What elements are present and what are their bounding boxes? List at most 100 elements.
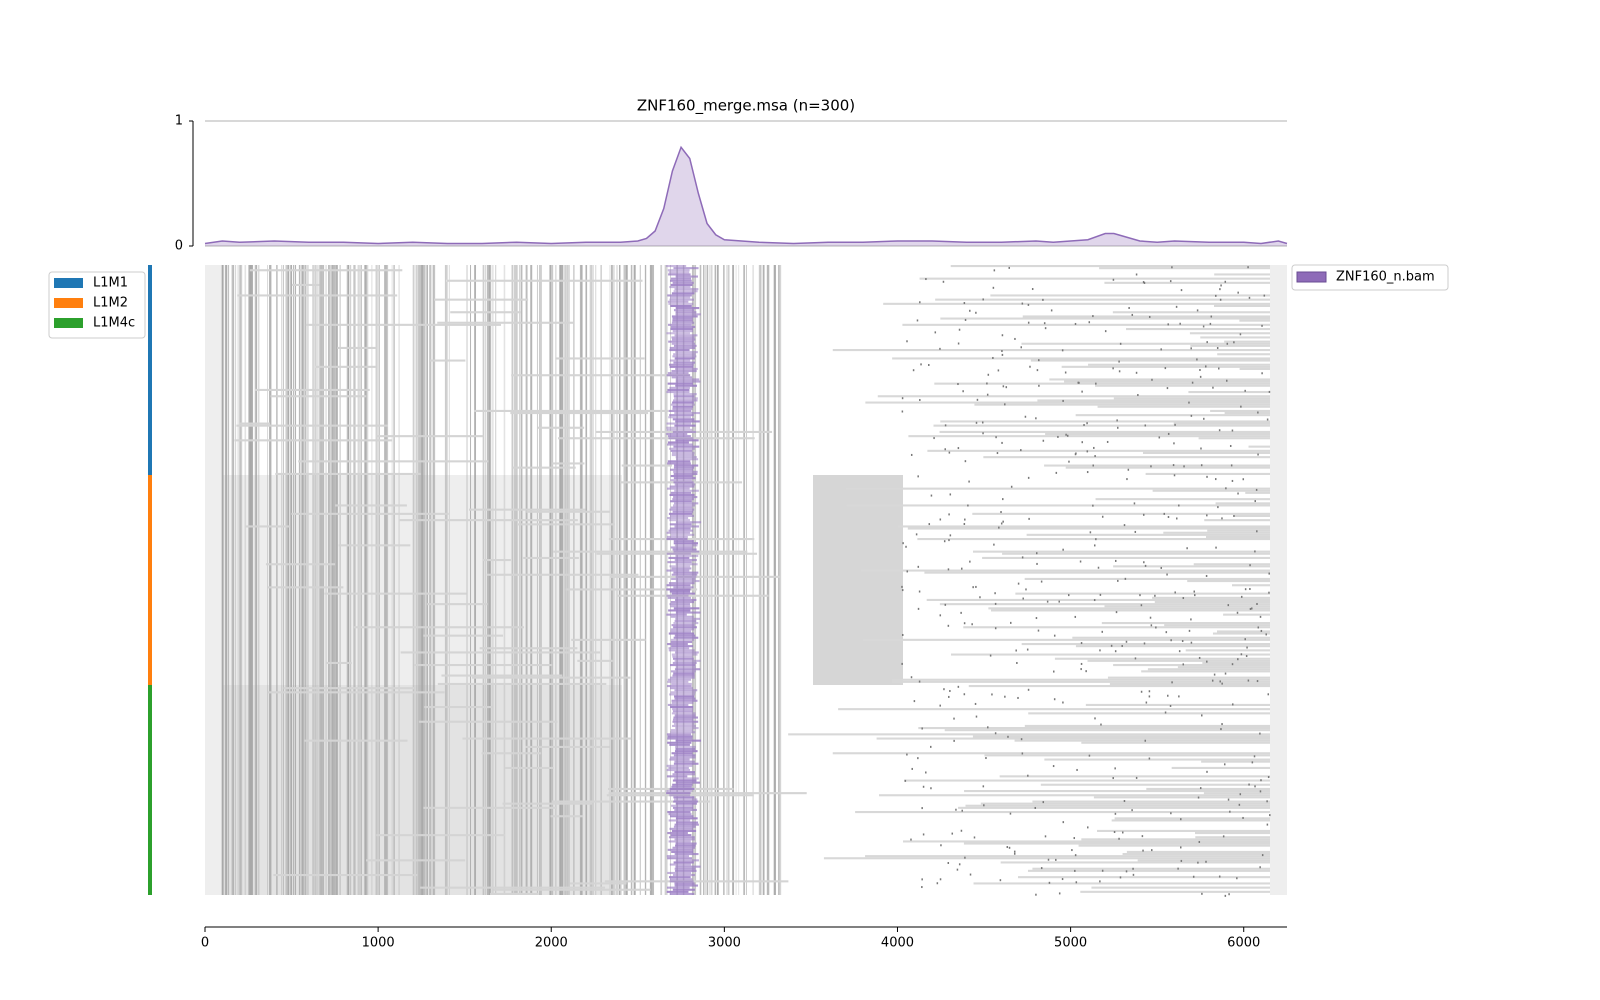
- msa-dot: [1058, 892, 1061, 895]
- msa-signal: [668, 840, 691, 843]
- msa-signal: [674, 659, 701, 662]
- msa-signal: [667, 678, 692, 681]
- msa-gap: [1202, 661, 1270, 664]
- msa-signal: [673, 626, 697, 629]
- msa-dot: [1092, 504, 1094, 507]
- msa-gap: [983, 456, 1270, 459]
- msa-signal: [672, 874, 696, 877]
- msa-gap: [862, 638, 1270, 641]
- msa-dot: [1224, 894, 1227, 897]
- msa-dot: [1183, 465, 1185, 468]
- msa-gap: [963, 842, 1270, 845]
- msa-dot: [1093, 599, 1096, 602]
- msa-signal: [673, 361, 696, 364]
- msa-dot: [1022, 597, 1024, 600]
- msa-gap: [1141, 670, 1270, 673]
- msa-dot: [1052, 765, 1055, 768]
- msa-dot: [1017, 696, 1019, 699]
- msa-dot: [1231, 663, 1234, 666]
- msa-dot: [974, 702, 977, 705]
- msa-gap: [1044, 464, 1270, 467]
- msa-gap: [963, 626, 1270, 629]
- msa-signal: [674, 651, 699, 654]
- msa-signal: [669, 794, 691, 797]
- msa-dot: [1177, 867, 1179, 870]
- msa-gap: [1248, 445, 1270, 448]
- msa-dot: [1145, 701, 1148, 704]
- msa-dot: [1236, 611, 1239, 614]
- msa-gap: [1044, 758, 1270, 761]
- msa-dot: [999, 879, 1002, 882]
- msa-dot: [973, 836, 976, 839]
- group-bar: [148, 265, 152, 475]
- msa-dot: [992, 356, 994, 359]
- msa-gap: [376, 435, 484, 438]
- msa-dot: [982, 298, 984, 301]
- msa-dot: [1099, 649, 1101, 652]
- msa-gap: [291, 512, 449, 515]
- msa-gap: [965, 804, 1270, 807]
- msa-dot: [961, 567, 963, 570]
- msa-dot: [1008, 846, 1011, 849]
- msa-signal: [673, 399, 698, 402]
- msa-signal: [674, 689, 698, 692]
- msa-dot: [1178, 695, 1180, 698]
- msa-gap: [1152, 489, 1270, 492]
- msa-dot: [1067, 594, 1070, 597]
- msa-signal: [670, 756, 696, 759]
- msa-gap: [427, 603, 488, 606]
- msa-gap: [958, 806, 1270, 809]
- msa-signal: [674, 357, 695, 360]
- msa-gap: [1054, 657, 1270, 660]
- msa-signal: [674, 502, 699, 505]
- msa-gap: [621, 464, 672, 467]
- msa-gap: [1049, 378, 1270, 381]
- msa-gap: [234, 439, 393, 442]
- msa-signal: [671, 682, 692, 685]
- msa-dot: [1215, 546, 1217, 549]
- msa-dot: [1172, 464, 1175, 467]
- msa-signal: [673, 353, 696, 356]
- msa-dot: [1008, 266, 1010, 269]
- msa-gap: [1113, 664, 1270, 667]
- msa-dot: [1047, 858, 1050, 861]
- x-tick-label: 5000: [1054, 936, 1087, 951]
- msa-dot: [967, 504, 969, 507]
- msa-signal: [667, 269, 690, 272]
- group-bar: [148, 685, 152, 895]
- msa-signal: [667, 848, 694, 851]
- msa-gap: [897, 525, 1270, 528]
- msa-signal: [673, 672, 695, 675]
- msa-signal: [673, 472, 698, 475]
- msa-dot: [995, 436, 997, 439]
- msa-dot: [986, 393, 989, 396]
- msa-gap: [1145, 472, 1270, 475]
- msa-gap: [270, 395, 367, 398]
- msa-dot: [1218, 367, 1220, 370]
- msa-dot: [1027, 688, 1030, 691]
- msa-dot: [1180, 289, 1183, 292]
- msa-dot: [1101, 869, 1104, 872]
- msa-gap: [1207, 529, 1270, 532]
- msa-dot: [910, 676, 913, 679]
- msa-dot: [906, 753, 908, 756]
- msa-dot: [1260, 779, 1262, 782]
- chart-title: ZNF160_merge.msa (n=300): [637, 97, 855, 116]
- msa-signal: [672, 783, 693, 786]
- msa-gap: [420, 886, 606, 889]
- msa-dot: [975, 311, 977, 314]
- msa-dot: [1135, 273, 1138, 276]
- msa-signal: [666, 265, 687, 268]
- group-legend-swatch: [54, 298, 83, 308]
- msa-signal: [673, 800, 698, 803]
- msa-gap: [399, 519, 578, 522]
- msa-dot: [1180, 859, 1183, 862]
- msa-dot: [1042, 801, 1045, 804]
- msa-signal: [673, 466, 695, 469]
- msa-dot: [1221, 517, 1223, 520]
- msa-dot: [1123, 524, 1126, 527]
- msa-dot: [1150, 465, 1152, 468]
- msa-gap: [1200, 336, 1270, 339]
- msa-signal: [666, 685, 692, 688]
- msa-gap: [838, 708, 1270, 711]
